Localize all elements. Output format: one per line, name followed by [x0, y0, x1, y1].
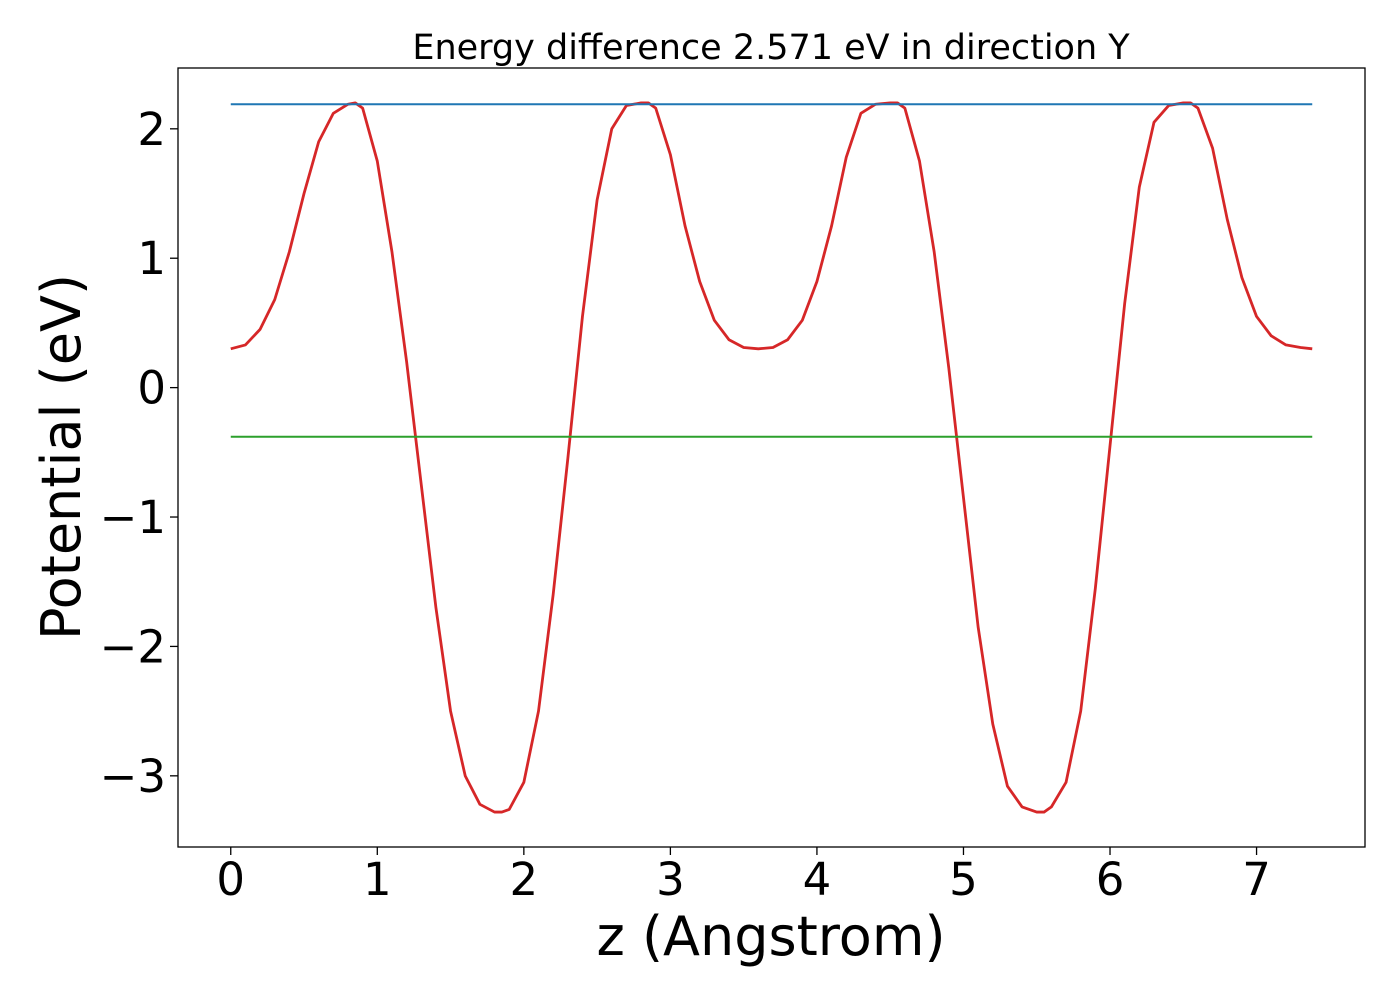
x-tick-label: 1 [363, 853, 392, 906]
x-tick-label: 5 [949, 853, 978, 906]
series-layer [230, 101, 1313, 814]
y-axis-ticks: 2 1 0 −1 −2 −3 [100, 103, 178, 803]
x-tick-label: 7 [1242, 853, 1271, 906]
y-tick-label: −1 [100, 491, 166, 544]
x-axis-label: z (Angstrom) [596, 905, 945, 968]
x-axis-ticks: 0 1 2 3 4 5 6 7 [216, 847, 1271, 906]
x-tick-label: 3 [656, 853, 685, 906]
y-axis-label: Potential (eV) [30, 274, 93, 640]
x-tick-label: 2 [510, 853, 539, 906]
y-tick-label: 0 [137, 362, 166, 415]
series-line-0 [230, 101, 1313, 814]
y-tick-label: −3 [100, 750, 166, 803]
x-tick-label: 0 [216, 853, 245, 906]
chart-title: Energy difference 2.571 eV in direction … [412, 28, 1130, 68]
y-tick-label: 1 [137, 232, 166, 285]
plot-frame [177, 67, 1366, 848]
y-tick-label: −2 [100, 620, 166, 673]
x-tick-label: 6 [1096, 853, 1125, 906]
x-tick-label: 4 [803, 853, 832, 906]
y-tick-label: 2 [137, 103, 166, 156]
